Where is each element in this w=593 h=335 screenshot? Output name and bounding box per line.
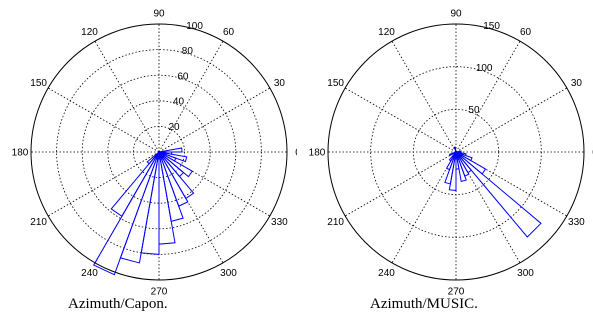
rose-bin	[158, 151, 195, 200]
grid-spoke	[47, 151, 160, 217]
angle-tick-label: 90	[450, 9, 462, 20]
radial-tick-label: 40	[173, 97, 185, 108]
grid-circle	[107, 100, 211, 204]
grid-spoke	[455, 87, 568, 153]
rose-bin	[455, 151, 542, 238]
angle-tick-label: 150	[30, 78, 47, 89]
angle-tick-label: 60	[520, 27, 532, 38]
angle-tick-label: 210	[30, 217, 47, 228]
rose-bin	[453, 146, 457, 153]
grid-spoke	[344, 87, 457, 153]
rose-bin	[93, 151, 160, 276]
rose-bin	[448, 151, 457, 162]
angle-tick-label: 300	[517, 268, 534, 279]
grid-spoke	[344, 151, 457, 217]
angle-tick-label: 330	[271, 217, 288, 228]
grid-spoke	[47, 87, 160, 153]
rose-bin	[110, 151, 160, 218]
outer-circle	[327, 23, 585, 281]
radial-tick-label: 100	[186, 21, 203, 32]
rose-bin	[146, 151, 160, 165]
radial-tick-label: 100	[476, 63, 493, 74]
angle-tick-label: 120	[81, 27, 98, 38]
angle-tick-label: 240	[81, 268, 98, 279]
angle-tick-label: 330	[568, 217, 585, 228]
grid-spoke	[158, 87, 271, 153]
angle-tick-label: 180	[309, 148, 326, 159]
angle-tick-label: 210	[327, 217, 344, 228]
music-caption: Azimuth/MUSIC.	[370, 296, 478, 312]
grid-spoke	[391, 151, 457, 264]
radial-tick-label: 150	[483, 21, 500, 32]
grid-spoke	[158, 40, 224, 153]
radial-tick-label: 80	[182, 46, 194, 57]
angle-tick-label: 120	[378, 27, 395, 38]
angle-tick-label: 270	[448, 287, 465, 296]
capon-polar-chart: 0 30 60 90 120 150 180 210 240 270 300 330 20 40 60 80 1…	[12, 9, 297, 296]
angle-tick-label: 90	[153, 9, 165, 20]
angle-tick-label: 240	[378, 268, 395, 279]
outer-circle	[30, 23, 288, 281]
grid-spoke	[94, 40, 160, 153]
radial-tick-label: 60	[177, 71, 189, 82]
grid-spoke	[455, 40, 521, 153]
angle-tick-label: 300	[220, 268, 237, 279]
capon-caption: Azimuth/Capon.	[68, 296, 168, 312]
angle-tick-label: 150	[327, 78, 344, 89]
rose-bin	[448, 151, 457, 157]
angle-tick-label: 60	[223, 27, 235, 38]
angle-tick-label: 30	[274, 78, 286, 89]
radial-tick-label: 20	[168, 122, 180, 133]
angle-tick-label: 0	[295, 148, 297, 159]
radial-tick-label: 50	[468, 105, 480, 116]
angle-tick-label: 270	[151, 287, 168, 296]
grid-spoke	[391, 40, 457, 153]
angle-tick-label: 180	[12, 148, 29, 159]
angle-tick-label: 30	[571, 78, 583, 89]
